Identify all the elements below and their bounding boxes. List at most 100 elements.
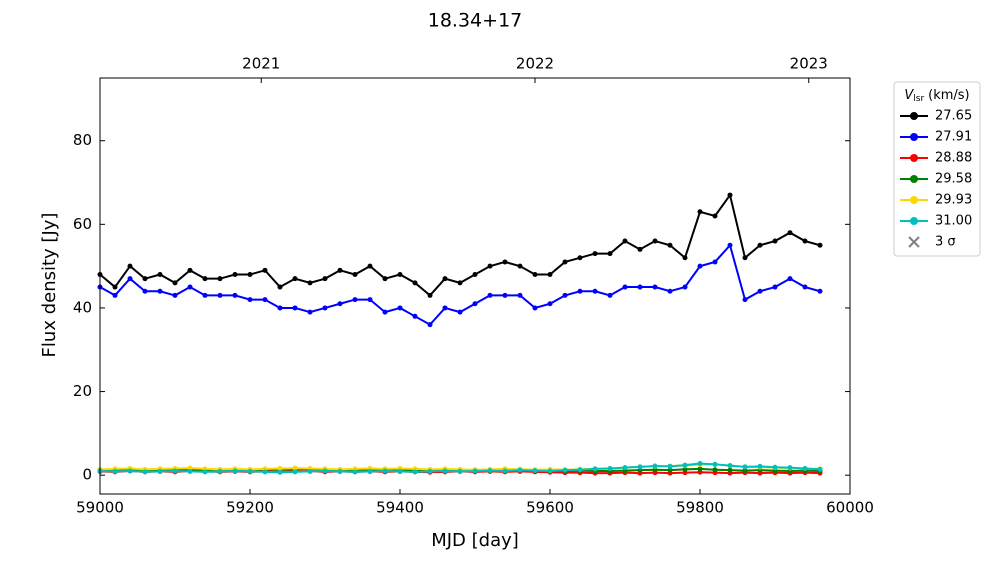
data-point — [817, 466, 823, 472]
data-point — [757, 288, 763, 294]
legend-marker — [910, 154, 918, 162]
x2-tick-label: 2021 — [242, 55, 280, 73]
data-point — [817, 288, 823, 294]
data-point — [667, 463, 673, 469]
data-point — [607, 292, 613, 298]
data-point — [427, 292, 433, 298]
data-point — [472, 468, 478, 474]
data-point — [712, 461, 718, 467]
data-point — [622, 238, 628, 244]
data-point — [607, 251, 613, 257]
data-point — [682, 284, 688, 290]
data-point — [187, 468, 193, 474]
data-point — [577, 288, 583, 294]
data-point — [397, 305, 403, 311]
legend-cross — [908, 236, 920, 248]
y-tick-label: 60 — [73, 215, 92, 233]
data-point — [442, 305, 448, 311]
data-point — [172, 468, 178, 474]
data-point — [412, 469, 418, 475]
data-point — [502, 259, 508, 265]
x-tick-label: 59600 — [526, 499, 574, 517]
data-point — [517, 263, 523, 269]
data-point — [517, 292, 523, 298]
data-point — [487, 263, 493, 269]
data-point — [202, 292, 208, 298]
data-point — [427, 468, 433, 474]
data-point — [202, 276, 208, 282]
data-point — [787, 465, 793, 471]
y-tick-label: 0 — [82, 466, 92, 484]
data-point — [697, 460, 703, 466]
data-point — [442, 276, 448, 282]
data-point — [457, 309, 463, 315]
data-point — [727, 192, 733, 198]
data-point — [532, 272, 538, 278]
legend: Vlsr (km/s) 27.65 27.91 28.88 29.58 29.93 31.0… — [893, 81, 981, 257]
data-point — [472, 301, 478, 307]
data-point — [397, 272, 403, 278]
data-point — [142, 276, 148, 282]
data-point — [247, 272, 253, 278]
data-point — [652, 238, 658, 244]
data-point — [217, 276, 223, 282]
data-point — [637, 284, 643, 290]
legend-label: 29.58 — [935, 172, 972, 187]
data-point — [277, 284, 283, 290]
data-point — [142, 288, 148, 294]
data-point — [457, 468, 463, 474]
data-point — [247, 468, 253, 474]
data-point — [322, 305, 328, 311]
data-point — [262, 469, 268, 475]
data-point — [262, 297, 268, 303]
data-point — [367, 297, 373, 303]
data-point — [802, 284, 808, 290]
data-point — [787, 276, 793, 282]
data-point — [667, 288, 673, 294]
data-point — [127, 468, 133, 474]
data-point — [487, 468, 493, 474]
data-point — [772, 464, 778, 470]
data-point — [727, 242, 733, 248]
data-point — [727, 463, 733, 469]
legend-marker — [910, 133, 918, 141]
data-point — [652, 284, 658, 290]
legend-title: Vlsr (km/s) — [904, 88, 969, 104]
data-point — [187, 284, 193, 290]
data-point — [382, 276, 388, 282]
data-point — [307, 309, 313, 315]
data-point — [562, 467, 568, 473]
y-tick-label: 20 — [73, 382, 92, 400]
data-point — [637, 464, 643, 470]
data-point — [622, 284, 628, 290]
plot-frame — [99, 77, 851, 495]
data-point — [142, 469, 148, 475]
data-point — [232, 272, 238, 278]
data-point — [637, 246, 643, 252]
data-point — [277, 465, 283, 471]
data-point — [682, 462, 688, 468]
data-point — [817, 242, 823, 248]
data-point — [247, 297, 253, 303]
data-point — [592, 466, 598, 472]
data-point — [292, 465, 298, 471]
x-tick-label: 59800 — [676, 499, 724, 517]
data-point — [742, 297, 748, 303]
data-point — [397, 468, 403, 474]
data-point — [322, 468, 328, 474]
data-point — [292, 305, 298, 311]
data-point — [592, 251, 598, 257]
data-point — [412, 313, 418, 319]
data-point — [277, 469, 283, 475]
data-point — [352, 469, 358, 475]
x-tick-label: 60000 — [826, 499, 874, 517]
legend-label: 31.00 — [935, 214, 972, 229]
data-point — [472, 272, 478, 278]
data-point — [787, 230, 793, 236]
legend-box — [893, 81, 981, 257]
data-point — [112, 292, 118, 298]
data-point — [712, 467, 718, 473]
data-point — [697, 466, 703, 472]
x-axis-label: MJD [day] — [431, 530, 519, 551]
data-point — [562, 259, 568, 265]
